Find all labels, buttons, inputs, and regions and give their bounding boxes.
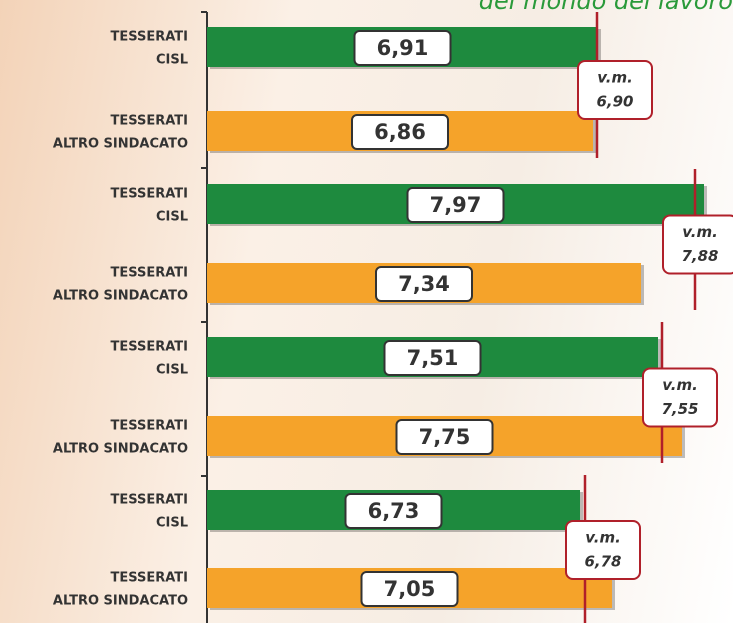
category-label: CISL — [156, 363, 188, 378]
category-label: TESSERATI — [110, 266, 188, 281]
chart-title: del mondo del lavoro — [479, 0, 733, 15]
category-label: ALTRO SINDACATO — [53, 289, 188, 304]
value-label: 6,91 — [377, 36, 429, 60]
value-label: 7,51 — [407, 346, 459, 370]
value-label: 7,97 — [430, 193, 482, 217]
mean-prefix: v.m. — [597, 69, 633, 87]
mean-prefix: v.m. — [682, 223, 718, 241]
category-label: CISL — [156, 53, 188, 68]
mean-label: 7,88 — [681, 247, 718, 265]
category-label: CISL — [156, 210, 188, 225]
category-label: ALTRO SINDACATO — [53, 137, 188, 152]
category-label: TESSERATI — [110, 493, 188, 508]
mean-label: 6,78 — [584, 553, 621, 571]
category-label: TESSERATI — [110, 114, 188, 129]
category-label: TESSERATI — [110, 187, 188, 202]
value-label: 7,05 — [384, 577, 436, 601]
value-label: 6,73 — [368, 499, 420, 523]
value-label: 7,34 — [398, 272, 450, 296]
value-label: 6,86 — [374, 120, 426, 144]
category-label: ALTRO SINDACATO — [53, 594, 188, 609]
value-label: 7,75 — [419, 425, 471, 449]
mean-prefix: v.m. — [662, 376, 698, 394]
mean-label: 7,55 — [661, 400, 698, 418]
mean-prefix: v.m. — [585, 529, 621, 547]
category-label: TESSERATI — [110, 419, 188, 434]
category-label: TESSERATI — [110, 340, 188, 355]
category-label: CISL — [156, 516, 188, 531]
category-label: ALTRO SINDACATO — [53, 442, 188, 457]
mean-label: 6,90 — [596, 93, 633, 111]
category-label: TESSERATI — [110, 571, 188, 586]
chart: del mondo del lavoro 6,91 TESSERATI CISL 6,… — [0, 0, 733, 623]
category-label: TESSERATI — [110, 30, 188, 45]
